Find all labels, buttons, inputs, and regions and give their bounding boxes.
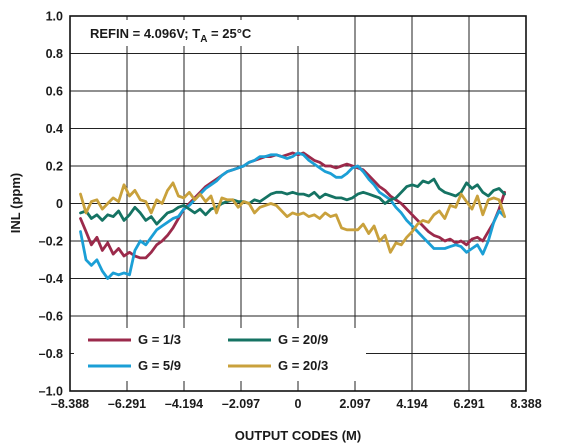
- x-tick-label: –4.194: [165, 397, 203, 411]
- plot-frame: [69, 15, 527, 392]
- legend: G = 1/3 G = 5/9 G = 20/9 G = 20/3: [74, 328, 366, 381]
- grid: [70, 16, 526, 391]
- series-line-3: [79, 177, 506, 226]
- annotation-text: REFIN = 4.096V; TA = 25°C: [90, 26, 252, 45]
- y-tick-label: –0.4: [39, 272, 63, 286]
- y-tick-label: –0.2: [39, 235, 63, 249]
- x-axis-title: OUTPUT CODES (M): [235, 428, 361, 443]
- x-tick-label: 6.291: [453, 397, 484, 411]
- annotation-background: [74, 20, 302, 46]
- annotation-box: REFIN = 4.096V; TA = 25°C: [74, 20, 302, 46]
- axis-ticks: –8.388 –6.291 –4.194 –2.097 0 2.097 4.194 6.291…: [39, 10, 542, 412]
- series-line-2: [79, 151, 506, 280]
- x-tick-label: –6.291: [108, 397, 146, 411]
- legend-label: G = 1/3: [138, 332, 181, 347]
- legend-label: G = 20/3: [278, 358, 328, 373]
- legend-label: G = 5/9: [138, 358, 181, 373]
- x-tick-label: –2.097: [222, 397, 260, 411]
- series-lines: [79, 151, 506, 280]
- legend-background: [74, 328, 366, 381]
- legend-label: G = 20/9: [278, 332, 328, 347]
- series-line-4: [79, 181, 506, 254]
- y-tick-label: 0.4: [46, 122, 63, 136]
- y-tick-label: –1.0: [39, 385, 63, 399]
- series-line-1: [79, 151, 506, 260]
- y-tick-label: –0.8: [39, 347, 63, 361]
- y-axis-title: INL (ppm): [8, 173, 23, 233]
- x-tick-label: 8.388: [510, 397, 541, 411]
- y-tick-label: 1.0: [46, 10, 63, 24]
- y-tick-label: 0.8: [46, 47, 63, 61]
- y-tick-label: 0: [56, 197, 63, 211]
- x-tick-label: 2.097: [339, 397, 370, 411]
- x-tick-label: 4.194: [396, 397, 427, 411]
- y-tick-label: –0.6: [39, 310, 63, 324]
- y-tick-label: 0.6: [46, 85, 63, 99]
- x-tick-label: –8.388: [51, 397, 89, 411]
- y-tick-label: 0.2: [46, 160, 63, 174]
- x-tick-label: 0: [295, 397, 302, 411]
